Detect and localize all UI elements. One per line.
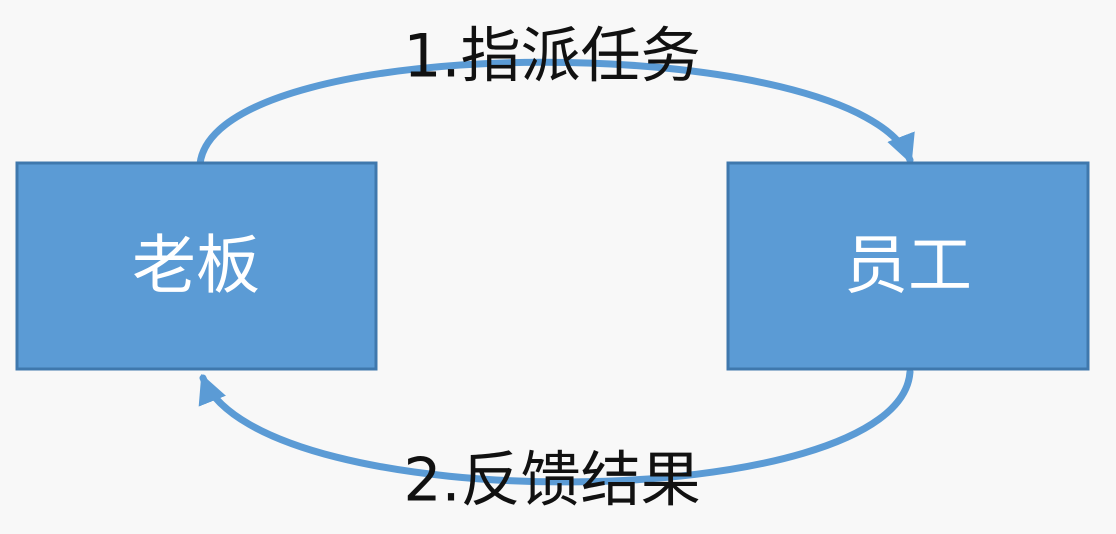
assign-task-label: 1.指派任务 xyxy=(403,22,700,92)
employee-node: 员工 xyxy=(726,161,1090,371)
boss-node: 老板 xyxy=(15,161,378,371)
feedback-result-label: 2.反馈结果 xyxy=(403,446,700,516)
employee-label: 员工 xyxy=(844,230,972,304)
assign-task-arrow xyxy=(196,58,915,168)
feedback-result-arrow xyxy=(198,368,914,486)
boss-label: 老板 xyxy=(132,230,260,304)
